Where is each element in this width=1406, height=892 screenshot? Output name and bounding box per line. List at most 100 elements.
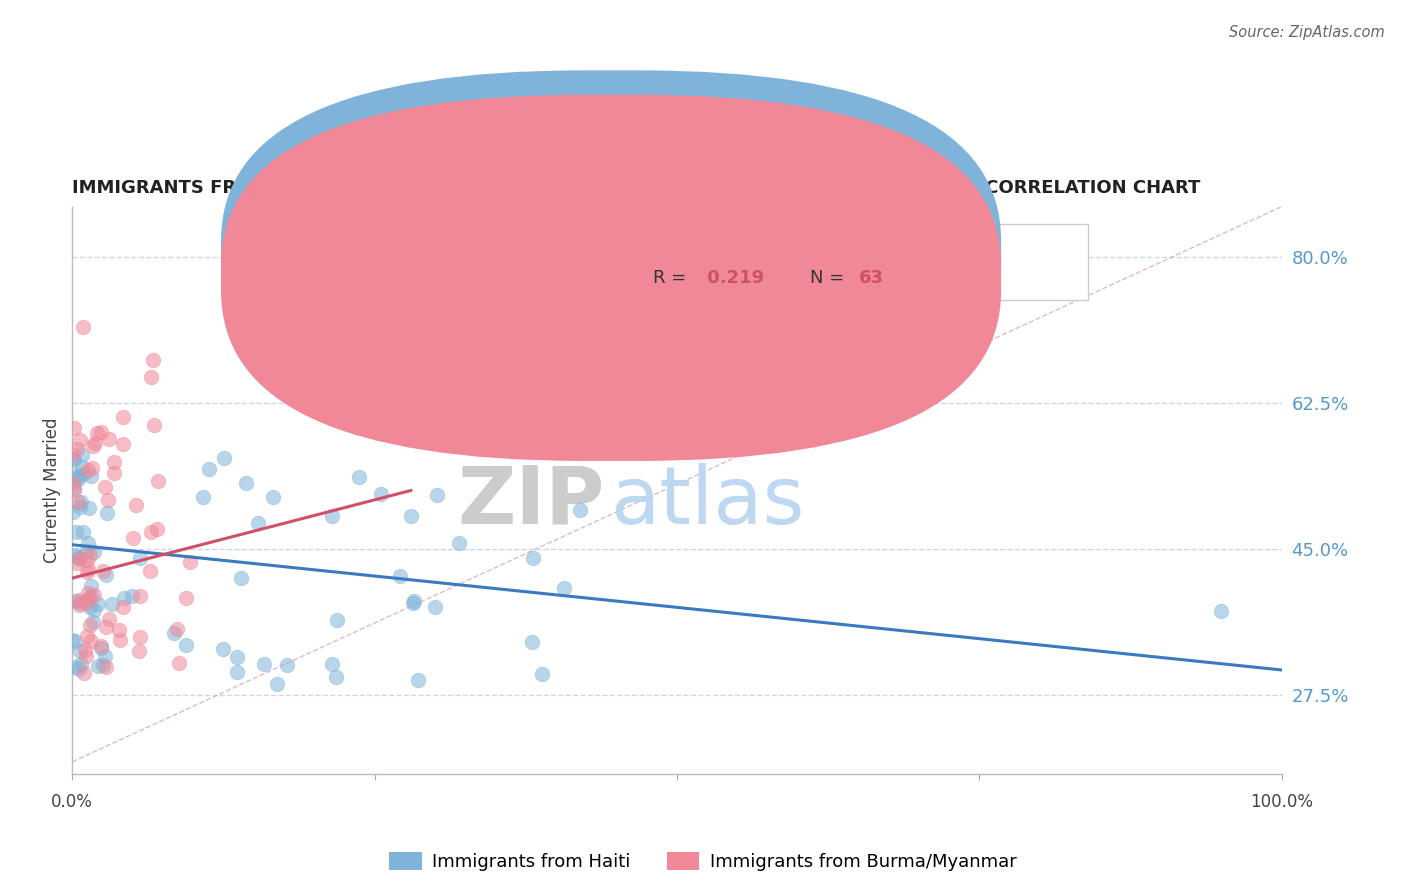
Point (122, 531, 145, 545)
Text: ZIP: ZIP (457, 463, 605, 541)
Point (87, 597, 110, 611)
Point (86, 426, 108, 441)
Point (66, 472, 89, 486)
Point (212, 642, 235, 657)
Point (80, 589, 103, 603)
Point (522, 551, 544, 566)
Point (246, 516, 269, 530)
Text: 63: 63 (859, 268, 883, 286)
Point (80, 634, 103, 648)
Point (179, 555, 201, 569)
Point (65, 548, 87, 562)
Point (63, 633, 86, 648)
Point (103, 455, 125, 469)
Point (83, 603, 105, 617)
Point (67, 469, 90, 483)
Point (77, 586, 100, 600)
Point (76, 591, 98, 606)
Point (167, 657, 190, 671)
Text: N =: N = (810, 268, 851, 286)
Point (97, 492, 120, 507)
Point (112, 591, 135, 606)
Point (262, 490, 284, 504)
Point (62, 505, 84, 519)
Point (82, 439, 104, 453)
Point (146, 474, 169, 488)
Point (94, 568, 117, 582)
Point (65, 557, 87, 571)
FancyBboxPatch shape (555, 224, 1088, 301)
FancyBboxPatch shape (221, 95, 1001, 461)
Point (86, 659, 108, 673)
Point (70, 495, 93, 509)
Text: 0.219: 0.219 (702, 268, 765, 286)
Point (60, 632, 83, 647)
Point (79, 600, 101, 615)
Point (66, 442, 89, 456)
Point (94, 480, 117, 494)
Point (72, 467, 94, 482)
Text: R =: R = (652, 268, 692, 286)
Point (82, 460, 104, 475)
Point (84, 436, 107, 450)
Point (449, 536, 471, 550)
Text: 0.0%: 0.0% (51, 793, 93, 811)
Y-axis label: Currently Married: Currently Married (44, 417, 60, 563)
Point (266, 677, 288, 691)
Point (214, 450, 236, 465)
Point (73, 642, 96, 657)
Point (69, 433, 91, 447)
Point (426, 488, 449, 502)
Point (321, 657, 343, 671)
Point (63, 483, 86, 498)
Point (62, 451, 84, 466)
Point (97, 611, 120, 625)
Point (553, 581, 575, 595)
Point (139, 524, 162, 539)
Point (90, 640, 112, 655)
Point (406, 673, 429, 688)
Point (531, 667, 554, 681)
Point (90, 639, 112, 653)
Point (193, 490, 215, 504)
Point (63, 453, 86, 467)
Point (96, 620, 118, 634)
Point (276, 657, 298, 672)
Point (129, 551, 152, 566)
Point (67, 599, 90, 613)
Point (129, 589, 152, 603)
Point (77, 500, 100, 515)
Point (65, 594, 87, 608)
Point (166, 622, 188, 636)
Point (388, 568, 411, 582)
Point (66, 550, 89, 565)
Point (91, 658, 114, 673)
Point (141, 369, 163, 384)
Point (253, 657, 276, 672)
Point (235, 475, 257, 490)
FancyBboxPatch shape (221, 70, 1001, 436)
Text: Source: ZipAtlas.com: Source: ZipAtlas.com (1229, 25, 1385, 40)
Text: 81: 81 (859, 244, 883, 262)
Point (69, 644, 91, 658)
Point (75, 596, 97, 610)
Point (569, 503, 592, 517)
Point (198, 461, 221, 475)
Point (72, 524, 94, 539)
Point (72, 319, 94, 334)
Point (76, 565, 98, 579)
Point (63, 421, 86, 435)
Point (129, 630, 152, 644)
Point (70, 448, 93, 462)
Point (111, 436, 134, 450)
Text: R =: R = (652, 244, 692, 262)
Point (128, 643, 150, 657)
Point (402, 594, 425, 608)
Text: atlas: atlas (610, 463, 804, 541)
Point (75, 649, 97, 664)
Point (65, 524, 87, 539)
Point (321, 508, 343, 523)
Point (62, 446, 84, 460)
Point (91, 564, 114, 578)
Point (79, 469, 101, 483)
